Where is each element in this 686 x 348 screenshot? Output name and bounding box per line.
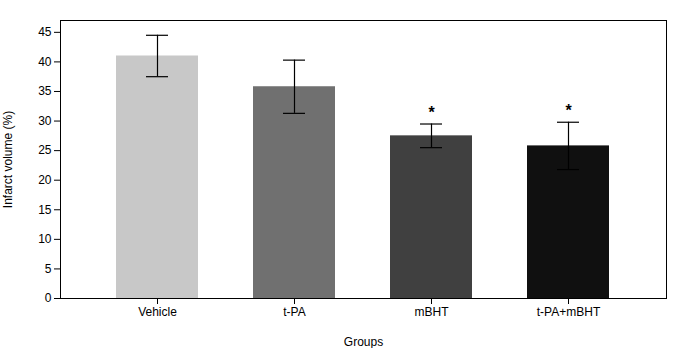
svg-text:30: 30 — [38, 114, 52, 128]
svg-text:5: 5 — [45, 262, 52, 276]
svg-text:0: 0 — [45, 291, 52, 305]
svg-text:Vehicle: Vehicle — [138, 305, 177, 319]
svg-text:*: * — [428, 104, 435, 121]
svg-text:*: * — [565, 102, 572, 119]
svg-text:t-PA+mBHT: t-PA+mBHT — [537, 305, 601, 319]
svg-text:t-PA: t-PA — [283, 305, 305, 319]
svg-text:10: 10 — [38, 232, 52, 246]
svg-text:15: 15 — [38, 203, 52, 217]
svg-text:25: 25 — [38, 143, 52, 157]
svg-text:20: 20 — [38, 173, 52, 187]
svg-text:35: 35 — [38, 84, 52, 98]
svg-text:Infarct volume (%): Infarct volume (%) — [1, 111, 15, 208]
svg-text:40: 40 — [38, 55, 52, 69]
svg-text:Groups: Groups — [344, 335, 383, 348]
svg-text:mBHT: mBHT — [415, 305, 450, 319]
svg-text:45: 45 — [38, 25, 52, 39]
